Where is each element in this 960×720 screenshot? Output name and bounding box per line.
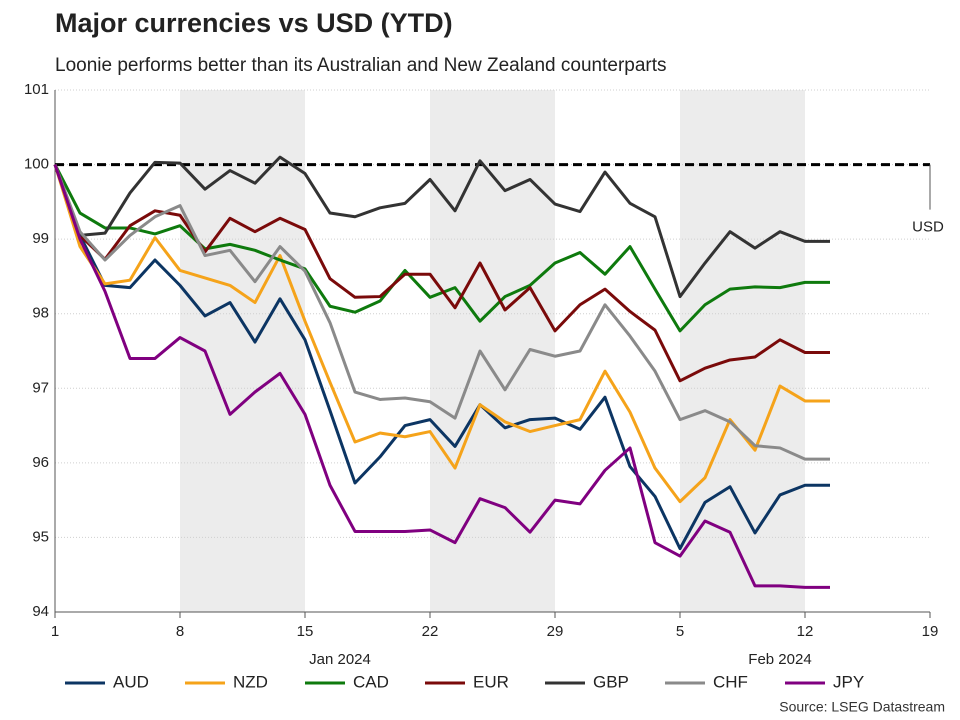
week-band	[180, 90, 305, 612]
y-tick-label: 96	[32, 454, 49, 471]
legend-label: NZD	[233, 672, 268, 691]
x-tick-label: 5	[676, 623, 684, 640]
month-label: Jan 2024	[309, 651, 371, 668]
legend-label: GBP	[593, 672, 629, 691]
y-tick-label: 95	[32, 528, 49, 545]
y-tick-label: 101	[24, 81, 49, 98]
legend-label: CAD	[353, 672, 389, 691]
reference-label: USD	[912, 219, 944, 236]
legend-label: EUR	[473, 672, 509, 691]
series-line	[53, 164, 830, 383]
x-tick-label: 12	[797, 623, 814, 640]
legend-label: CHF	[713, 672, 748, 691]
y-tick-label: 100	[24, 156, 49, 173]
legend-label: AUD	[113, 672, 149, 691]
series-line	[53, 155, 830, 299]
x-tick-label: 15	[297, 623, 314, 640]
series-line	[53, 164, 830, 551]
x-tick-label: 22	[422, 623, 439, 640]
y-tick-label: 97	[32, 379, 49, 396]
y-tick-label: 94	[32, 603, 49, 620]
y-tick-label: 99	[32, 230, 49, 247]
x-tick-label: 1	[51, 623, 59, 640]
y-tick-label: 98	[32, 305, 49, 322]
x-tick-label: 8	[176, 623, 184, 640]
x-tick-label: 29	[547, 623, 564, 640]
x-tick-label: 19	[922, 623, 939, 640]
legend-label: JPY	[833, 672, 864, 691]
week-band	[680, 90, 805, 612]
series-line	[53, 164, 830, 589]
series-line	[53, 164, 830, 504]
chart-title: Major currencies vs USD (YTD)	[55, 8, 453, 38]
source-note: Source: LSEG Datastream	[779, 699, 945, 715]
series-line	[53, 164, 830, 461]
chart-subtitle: Loonie performs better than its Australi…	[55, 55, 667, 76]
month-label: Feb 2024	[748, 651, 811, 668]
